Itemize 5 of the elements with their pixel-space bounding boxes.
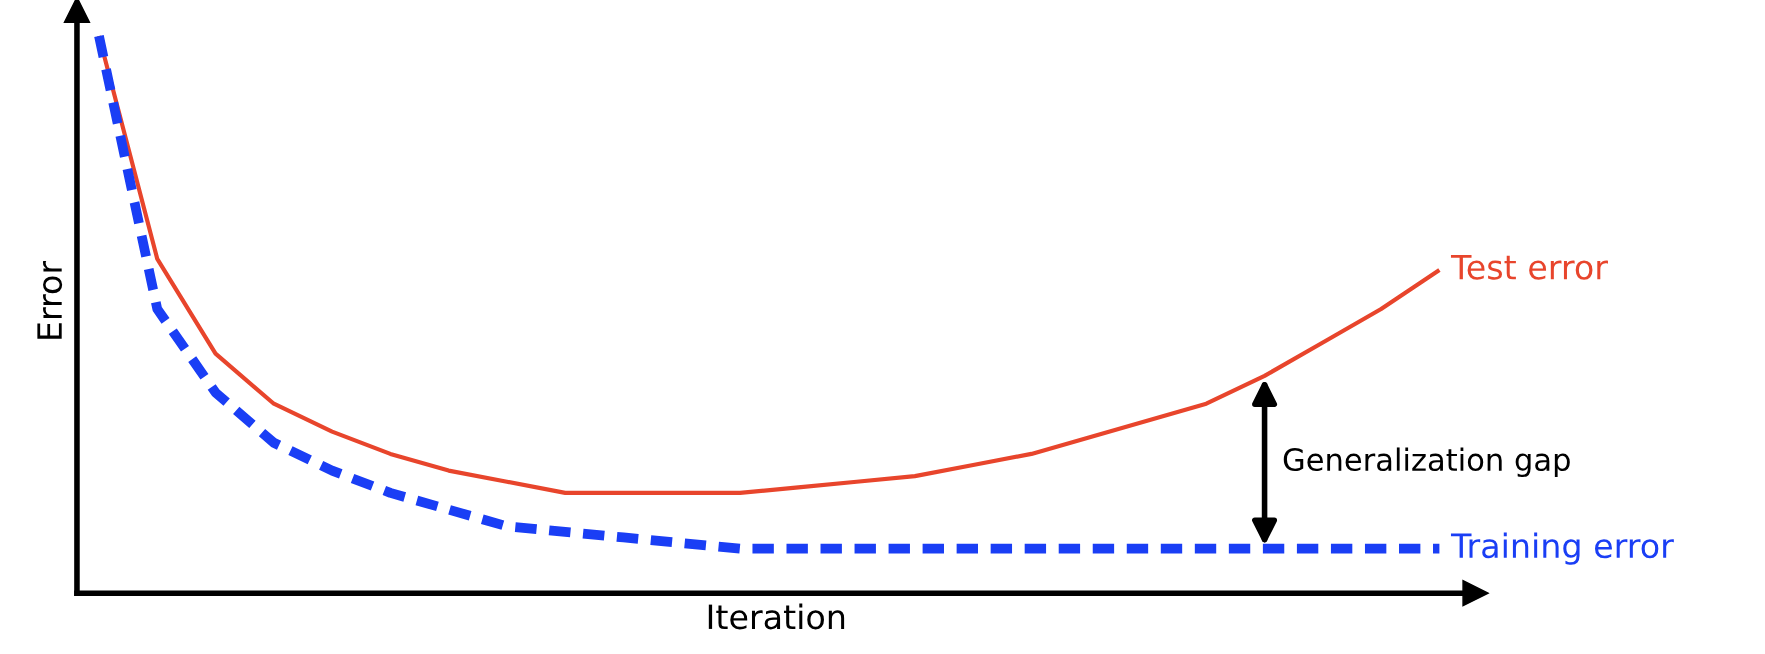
y-axis-title: Error: [37, 260, 63, 339]
annotation: Generalization gap: [1283, 447, 1570, 478]
series-label: Test error: [1450, 254, 1608, 280]
x-axis-title: Iteration: [708, 603, 845, 630]
series-label: Training error: [1450, 532, 1674, 565]
